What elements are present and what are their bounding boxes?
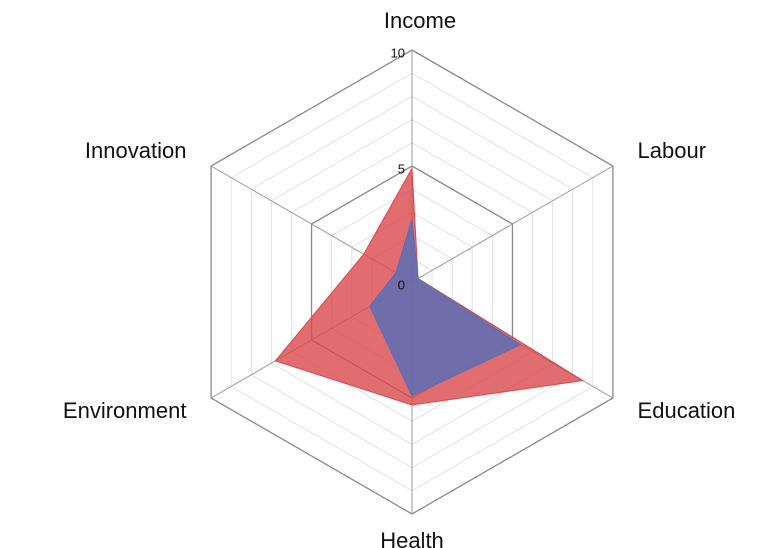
tick-label: 5 (398, 161, 405, 176)
category-label: Education (638, 398, 736, 423)
tick-label: 10 (391, 45, 405, 60)
tick-label: 0 (398, 277, 405, 292)
category-label: Health (380, 528, 444, 548)
category-label: Innovation (85, 138, 187, 163)
category-label: Income (384, 8, 456, 33)
series-area (369, 219, 522, 397)
category-label: Labour (638, 138, 707, 163)
category-label: Environment (63, 398, 187, 423)
spoke (411, 165, 614, 283)
